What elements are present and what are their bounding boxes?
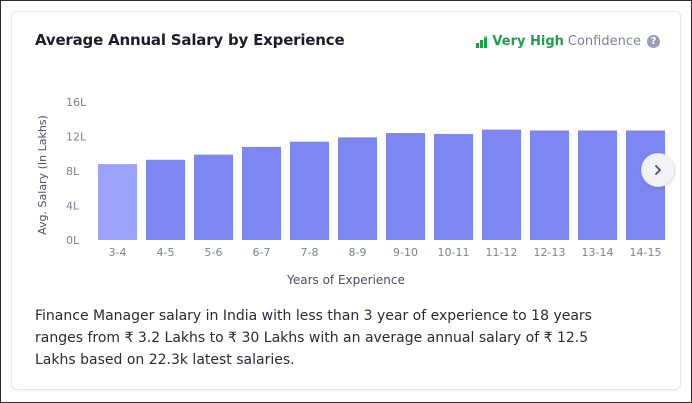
y-axis-label: Avg. Salary (In Lakhs) — [36, 115, 49, 235]
salary-summary: Finance Manager salary in India with les… — [35, 305, 625, 371]
bar — [386, 133, 425, 240]
x-tick-label: 5-6 — [205, 246, 223, 259]
x-tick-label: 10-11 — [438, 246, 470, 259]
bar — [146, 160, 185, 240]
bar — [98, 164, 137, 240]
x-tick-label: 14-15 — [630, 246, 662, 259]
bar — [242, 147, 281, 240]
x-axis-label: Years of Experience — [286, 273, 405, 287]
x-tick-label: 6-7 — [253, 246, 271, 259]
x-tick-label: 3-4 — [109, 246, 127, 259]
x-tick-label: 11-12 — [486, 246, 518, 259]
bar — [194, 155, 233, 240]
x-tick-label: 12-13 — [534, 246, 566, 259]
y-tick-label: 16L — [66, 96, 87, 109]
next-button[interactable] — [641, 153, 675, 187]
x-tick-label: 4-5 — [157, 246, 175, 259]
x-tick-label: 8-9 — [349, 246, 367, 259]
y-tick-label: 0L — [66, 234, 80, 247]
bar — [338, 137, 377, 240]
bar — [434, 134, 473, 240]
y-tick-label: 12L — [66, 131, 87, 144]
x-tick-label: 7-8 — [301, 246, 319, 259]
y-tick-label: 4L — [66, 200, 80, 213]
x-tick-label: 9-10 — [393, 246, 418, 259]
x-tick-label: 13-14 — [582, 246, 614, 259]
chevron-right-icon — [652, 164, 664, 176]
bar — [290, 142, 329, 240]
bar — [482, 130, 521, 240]
y-tick-label: 8L — [66, 165, 80, 178]
bar — [530, 130, 569, 240]
bar — [578, 130, 617, 240]
